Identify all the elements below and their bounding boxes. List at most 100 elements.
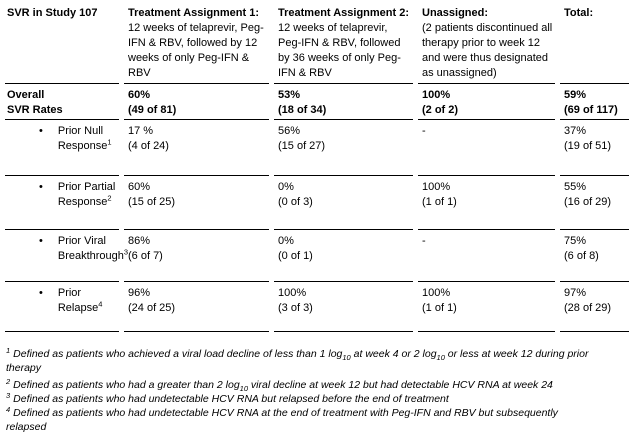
- value-ta2: 0% (0 of 3): [274, 176, 413, 230]
- row-label: Overall SVR Rates: [7, 89, 63, 116]
- col-header-label: Treatment Assignment 2:: [278, 7, 410, 19]
- col-header-label: Total:: [564, 7, 594, 19]
- row-label-text: Prior Viral Breakthrough: [57, 235, 124, 262]
- pct-value: 96%: [128, 287, 151, 299]
- bullet-icon: •: [39, 287, 43, 299]
- value-total: 37% (19 of 51): [560, 120, 629, 176]
- pct-value: 0%: [278, 235, 294, 247]
- row-label-cell: Overall SVR Rates: [5, 84, 119, 120]
- footnote-number: 1: [6, 345, 11, 355]
- col-header-unassigned: Unassigned: (2 patients discontinued all…: [418, 0, 555, 84]
- pct-value: 60%: [128, 89, 151, 101]
- pct-value: 0%: [278, 181, 294, 193]
- bullet-icon: •: [39, 235, 43, 247]
- overall-svr-rates-row: Overall SVR Rates 60% (49 of 81) 53% (18…: [5, 84, 629, 120]
- n-value: (49 of 81): [128, 104, 177, 116]
- footnote-number: 4: [6, 404, 11, 414]
- footnote-1: 1 Defined as patients who achieved a vira…: [6, 345, 629, 375]
- footnote-ref-marker: 4: [98, 299, 103, 309]
- pct-value: -: [422, 125, 426, 137]
- n-value: (16 of 29): [564, 196, 612, 208]
- pct-value: 75%: [564, 235, 587, 247]
- row-label-text: Prior Partial Response: [57, 181, 116, 208]
- table-header-row: SVR in Study 107 Treatment Assignment 1:…: [5, 0, 629, 84]
- svr-table: SVR in Study 107 Treatment Assignment 1:…: [5, 0, 629, 332]
- pct-value: 86%: [128, 235, 151, 247]
- footnote-text: Defined as patients who had a greater th…: [13, 379, 553, 394]
- row-prior-relapse: • Prior Relapse4 96% (24 of 25) 100% (3 …: [5, 282, 629, 332]
- value-unassigned: 100% (1 of 1): [418, 176, 555, 230]
- n-value: (1 of 1): [422, 302, 457, 314]
- value-total: 75% (6 of 8): [560, 230, 629, 282]
- col-header-label: Unassigned:: [422, 7, 489, 19]
- pct-value: 56%: [278, 125, 301, 137]
- row-label-text: Prior Null Response: [57, 125, 108, 152]
- footnote-number: 2: [6, 376, 11, 386]
- pct-value: 55%: [564, 181, 587, 193]
- table-title: SVR in Study 107: [7, 7, 98, 19]
- n-value: (28 of 29): [564, 302, 612, 314]
- value-total: 97% (28 of 29): [560, 282, 629, 332]
- value-ta1: 60% (15 of 25): [124, 176, 269, 230]
- n-value: (15 of 25): [128, 196, 176, 208]
- footnote-text: Defined as patients who had undetectable…: [6, 407, 558, 433]
- pct-value: 97%: [564, 287, 587, 299]
- row-label: Prior Viral Breakthrough3: [58, 234, 128, 264]
- footnote-text: Defined as patients who had undetectable…: [13, 393, 449, 405]
- col-header-treatment-assignment-1: Treatment Assignment 1: 12 weeks of tela…: [124, 0, 269, 84]
- footnote-3: 3 Defined as patients who had undetectabl…: [6, 390, 629, 406]
- value-unassigned: -: [418, 120, 555, 176]
- n-value: (69 of 117): [564, 104, 618, 116]
- row-label-cell: • Prior Null Response1: [5, 120, 119, 176]
- footnote-ref-marker: 2: [107, 193, 112, 203]
- row-label-cell: • Prior Viral Breakthrough3: [5, 230, 128, 282]
- pct-value: 37%: [564, 125, 587, 137]
- n-value: (24 of 25): [128, 302, 176, 314]
- pct-value: 100%: [422, 89, 451, 101]
- overall-value-total: 59% (69 of 117): [560, 84, 629, 120]
- value-ta1: 86% (6 of 7): [124, 230, 269, 282]
- row-label: Prior Partial Response2: [58, 180, 115, 210]
- overall-value-ta2: 53% (18 of 34): [274, 84, 413, 120]
- value-ta2: 100% (3 of 3): [274, 282, 413, 332]
- pct-value: 100%: [422, 181, 451, 193]
- pct-value: 53%: [278, 89, 301, 101]
- n-value: (4 of 24): [128, 140, 169, 152]
- overall-value-ta1: 60% (49 of 81): [124, 84, 269, 120]
- footnote-number: 3: [6, 390, 11, 400]
- footnote-ref-marker: 3: [123, 247, 129, 257]
- col-header-treatment-assignment-2: Treatment Assignment 2: 12 weeks of tela…: [274, 0, 413, 84]
- n-value: (0 of 1): [278, 250, 313, 262]
- bullet-icon: •: [39, 125, 43, 137]
- col-header-label: Treatment Assignment 1:: [128, 7, 260, 19]
- value-ta1: 96% (24 of 25): [124, 282, 269, 332]
- pct-value: 100%: [278, 287, 307, 299]
- row-label-cell: • Prior Partial Response2: [5, 176, 119, 230]
- n-value: (1 of 1): [422, 196, 457, 208]
- pct-value: 60%: [128, 181, 151, 193]
- value-ta2: 0% (0 of 1): [274, 230, 413, 282]
- overall-value-unassigned: 100% (2 of 2): [418, 84, 555, 120]
- value-ta1: 17 % (4 of 24): [124, 120, 269, 176]
- footnote-2: 2 Defined as patients who had a greater t…: [6, 376, 629, 394]
- value-unassigned: -: [418, 230, 555, 282]
- col-header-description: (2 patients discontinued all therapy pri…: [422, 22, 553, 79]
- row-label: Prior Null Response1: [58, 124, 112, 154]
- pct-value: -: [422, 235, 426, 247]
- n-value: (2 of 2): [422, 104, 459, 116]
- pct-value: 17 %: [128, 125, 154, 137]
- pct-value: 59%: [564, 89, 587, 101]
- footnote-ref-marker: 1: [107, 137, 112, 147]
- footnotes-section: 1 Defined as patients who achieved a vira…: [5, 345, 629, 434]
- value-total: 55% (16 of 29): [560, 176, 629, 230]
- col-header-description: 12 weeks of telaprevir, Peg-IFN & RBV, f…: [278, 22, 401, 79]
- n-value: (19 of 51): [564, 140, 612, 152]
- row-prior-null-response: • Prior Null Response1 17 % (4 of 24) 56…: [5, 120, 629, 176]
- n-value: (0 of 3): [278, 196, 313, 208]
- n-value: (3 of 3): [278, 302, 313, 314]
- n-value: (15 of 27): [278, 140, 326, 152]
- footnote-4: 4 Defined as patients who had undetectabl…: [6, 404, 629, 434]
- row-prior-viral-breakthrough: • Prior Viral Breakthrough3 86% (6 of 7)…: [5, 230, 629, 282]
- n-value: (6 of 8): [564, 250, 599, 262]
